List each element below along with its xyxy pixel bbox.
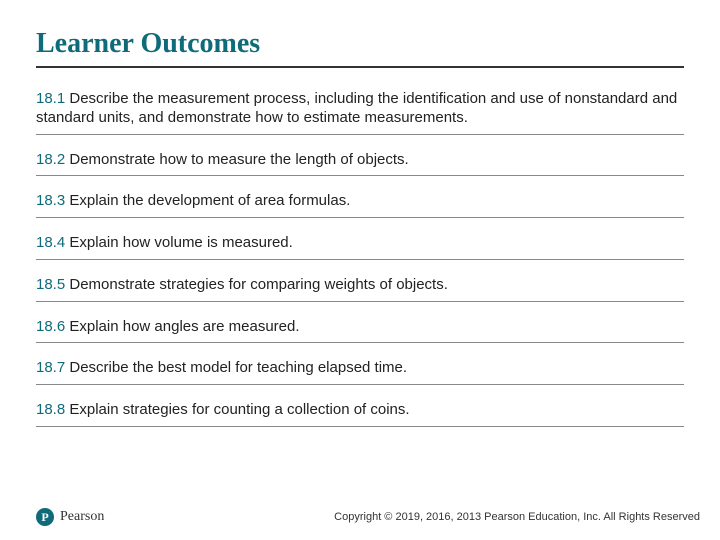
outcome-number: 18.8 [36,401,65,418]
outcomes-list: 18.1 Describe the measurement process, i… [36,90,684,427]
outcome-item: 18.5 Demonstrate strategies for comparin… [36,276,684,302]
copyright-text: Copyright © 2019, 2016, 2013 Pearson Edu… [334,511,700,523]
logo-mark-icon: P [36,508,54,526]
outcome-text: Describe the best model for teaching ela… [69,359,407,376]
outcome-text: Demonstrate how to measure the length of… [69,151,408,168]
outcome-text: Demonstrate strategies for comparing wei… [69,276,448,293]
outcome-item: 18.1 Describe the measurement process, i… [36,90,684,135]
outcome-number: 18.6 [36,318,65,335]
outcome-number: 18.3 [36,192,65,209]
outcome-text: Explain strategies for counting a collec… [69,401,409,418]
footer: P Pearson Copyright © 2019, 2016, 2013 P… [36,508,700,526]
outcome-text: Explain how volume is measured. [69,234,292,251]
outcome-number: 18.1 [36,90,65,107]
outcome-item: 18.6 Explain how angles are measured. [36,318,684,344]
slide: Learner Outcomes 18.1 Describe the measu… [0,0,720,427]
outcome-item: 18.7 Describe the best model for teachin… [36,359,684,385]
outcome-text: Explain the development of area formulas… [69,192,350,209]
pearson-logo: P Pearson [36,508,104,526]
outcome-item: 18.3 Explain the development of area for… [36,192,684,218]
outcome-text: Explain how angles are measured. [69,318,299,335]
outcome-item: 18.4 Explain how volume is measured. [36,234,684,260]
page-title: Learner Outcomes [36,28,684,68]
outcome-item: 18.8 Explain strategies for counting a c… [36,401,684,427]
outcome-item: 18.2 Demonstrate how to measure the leng… [36,151,684,177]
outcome-number: 18.5 [36,276,65,293]
outcome-number: 18.4 [36,234,65,251]
outcome-number: 18.2 [36,151,65,168]
outcome-number: 18.7 [36,359,65,376]
outcome-text: Describe the measurement process, includ… [36,90,677,126]
logo-brand-text: Pearson [60,509,104,525]
